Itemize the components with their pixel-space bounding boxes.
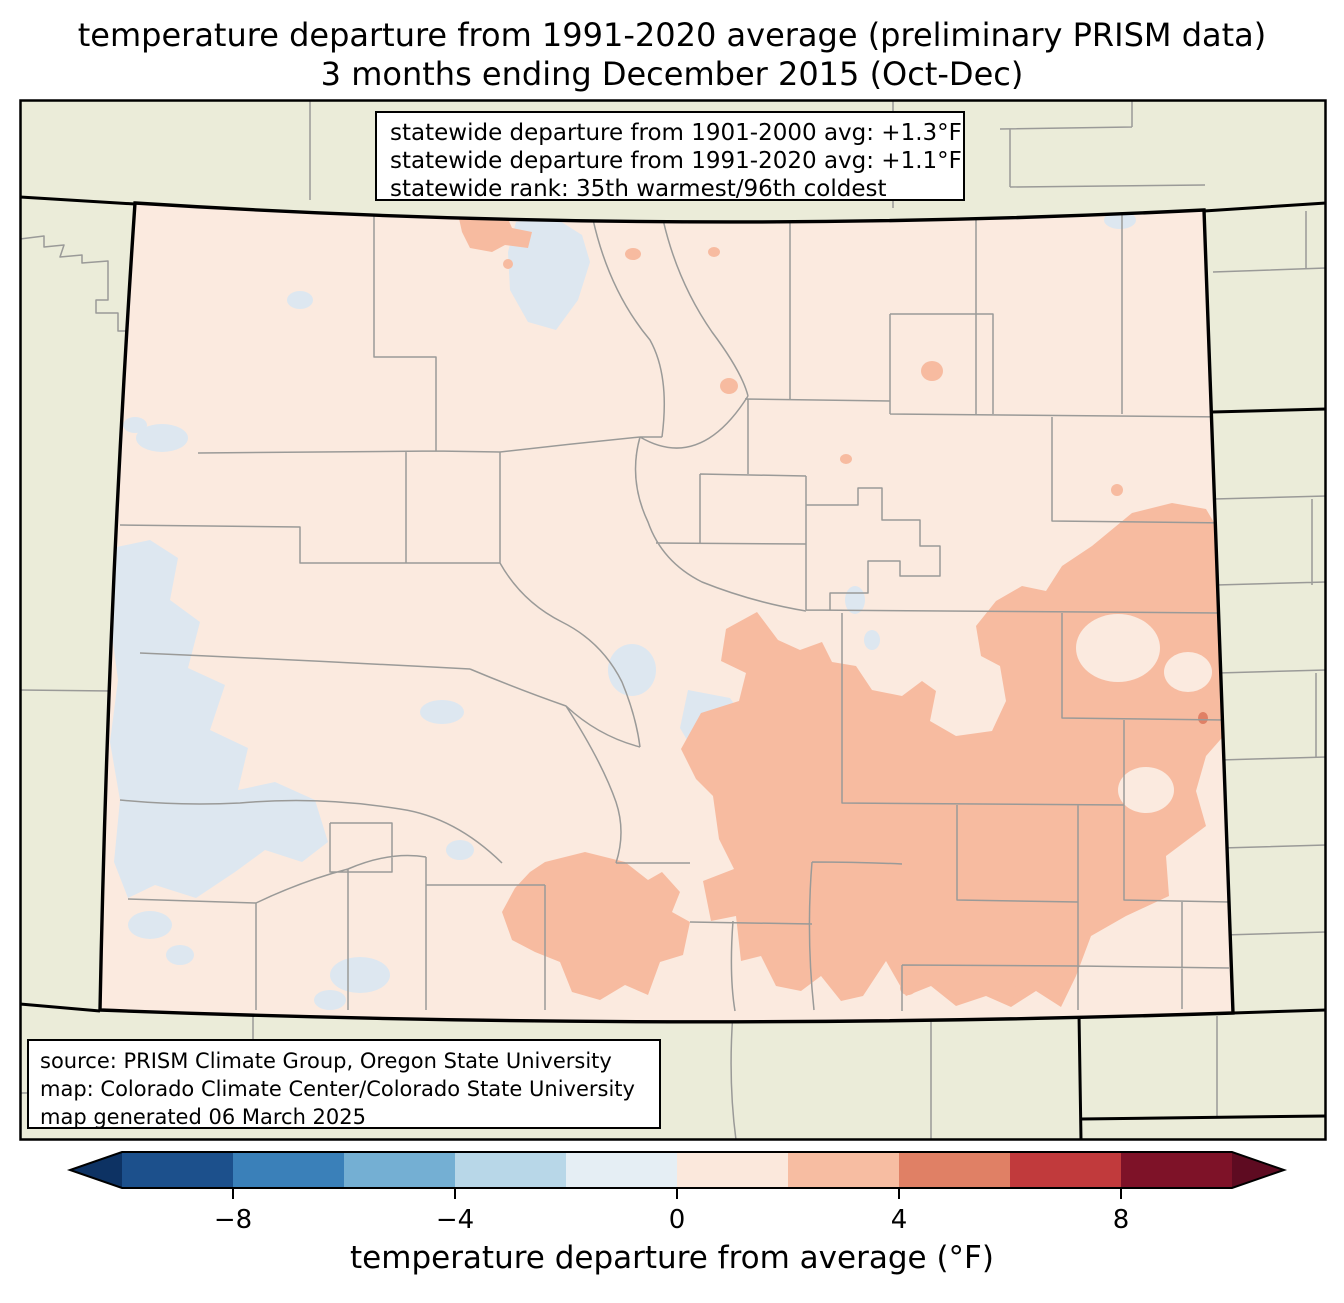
stats-line-3: statewide rank: 35th warmest/96th coldes… (390, 176, 887, 202)
figure-title-line2: 3 months ending December 2015 (Oct-Dec) (321, 55, 1024, 93)
colorbar-right-arrow (1232, 1152, 1284, 1188)
neighbor-state-borders (19, 195, 1327, 1141)
colorbar-tick-label: 8 (1113, 1205, 1130, 1235)
stats-line-1: statewide departure from 1901-2000 avg: … (390, 120, 962, 146)
colorbar-segment (455, 1152, 566, 1188)
colorbar-left-arrow (70, 1152, 122, 1188)
map-canvas: statewide departure from 1901-2000 avg: … (19, 99, 1327, 1141)
stats-box: statewide departure from 1901-2000 avg: … (375, 111, 965, 202)
colorbar-ticks: −8 −4 0 4 8 (214, 1189, 1129, 1235)
colorbar-axis-label: temperature departure from average (°F) (350, 1240, 994, 1276)
colorbar: −8 −4 0 4 8 temperature departure from avera… (66, 1151, 1288, 1276)
colorbar-tick-label: 4 (891, 1205, 908, 1235)
colorbar-tick-label: 0 (669, 1205, 686, 1235)
colorbar-tick-label: −8 (214, 1205, 252, 1235)
colorbar-segments (122, 1152, 1232, 1188)
source-line-3: map generated 06 March 2025 (40, 1105, 366, 1129)
colorbar-tick-label: −4 (436, 1205, 474, 1235)
colorbar-segment (1010, 1152, 1121, 1188)
colorado-state-border (98, 201, 1235, 1024)
warm-anomaly-patches (458, 212, 1228, 1007)
colorbar-outline (66, 1151, 1288, 1189)
colorbar-segment (122, 1152, 233, 1188)
stats-line-2: statewide departure from 1991-2020 avg: … (390, 148, 962, 174)
source-line-2: map: Colorado Climate Center/Colorado St… (40, 1077, 635, 1101)
colorbar-segment (899, 1152, 1010, 1188)
colorado-county-lines (119, 210, 1231, 1012)
colorbar-segment (677, 1152, 788, 1188)
colorbar-segment (233, 1152, 344, 1188)
colorbar-segment (344, 1152, 455, 1188)
colorbar-segment (788, 1152, 899, 1188)
figure-title-line1: temperature departure from 1991-2020 ave… (78, 16, 1267, 54)
source-line-1: source: PRISM Climate Group, Oregon Stat… (40, 1049, 612, 1073)
colorbar-segment (566, 1152, 677, 1188)
colorbar-segment (1121, 1152, 1232, 1188)
map-frame (19, 99, 1327, 1141)
strong-warm-dot (1198, 712, 1208, 724)
source-box: source: PRISM Climate Group, Oregon Stat… (27, 1039, 661, 1129)
